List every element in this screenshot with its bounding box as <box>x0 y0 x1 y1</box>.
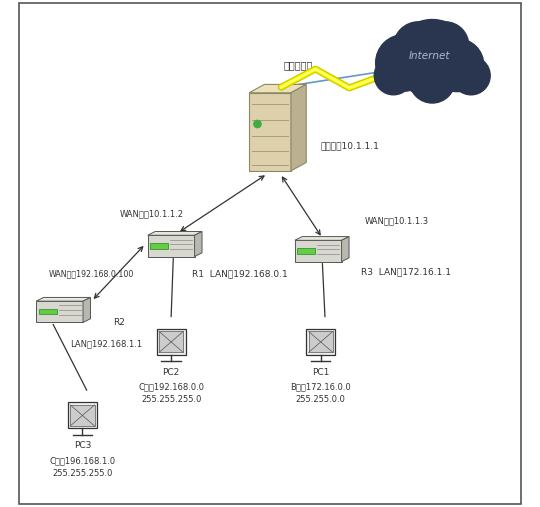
Text: WAN口：10.1.1.3: WAN口：10.1.1.3 <box>365 216 429 226</box>
Text: WAN口：192.168.0.100: WAN口：192.168.0.100 <box>49 269 134 278</box>
Polygon shape <box>148 232 202 235</box>
Polygon shape <box>194 232 202 257</box>
Text: C类：196.168.1.0: C类：196.168.1.0 <box>49 456 116 465</box>
Polygon shape <box>70 405 94 426</box>
Polygon shape <box>295 237 349 240</box>
Polygon shape <box>150 243 168 248</box>
Text: PC3: PC3 <box>74 441 91 450</box>
Text: 255.255.0.0: 255.255.0.0 <box>296 395 346 405</box>
Polygon shape <box>291 85 306 171</box>
Polygon shape <box>308 332 333 352</box>
Polygon shape <box>295 240 342 262</box>
Polygon shape <box>83 298 91 322</box>
Circle shape <box>374 56 413 95</box>
Text: Internet: Internet <box>409 51 451 61</box>
Polygon shape <box>68 403 97 428</box>
Polygon shape <box>306 329 335 355</box>
Text: 连接至外网: 连接至外网 <box>283 60 313 70</box>
Polygon shape <box>249 93 291 171</box>
Text: 255.255.255.0: 255.255.255.0 <box>52 469 113 478</box>
Text: R3  LAN：172.16.1.1: R3 LAN：172.16.1.1 <box>361 268 451 277</box>
Polygon shape <box>36 298 91 301</box>
Circle shape <box>376 34 432 91</box>
Circle shape <box>409 57 455 103</box>
Polygon shape <box>36 301 83 322</box>
Polygon shape <box>148 235 194 257</box>
Polygon shape <box>249 85 306 93</box>
Text: B类：172.16.0.0: B类：172.16.0.0 <box>291 383 351 392</box>
Polygon shape <box>39 309 57 314</box>
Circle shape <box>254 120 261 128</box>
Polygon shape <box>157 329 186 355</box>
Circle shape <box>394 19 471 97</box>
Circle shape <box>452 56 490 95</box>
Polygon shape <box>298 248 315 254</box>
Text: R2: R2 <box>113 318 125 327</box>
Circle shape <box>431 39 484 92</box>
Polygon shape <box>342 237 349 262</box>
Text: PC1: PC1 <box>312 368 329 377</box>
Text: LAN：192.168.1.1: LAN：192.168.1.1 <box>70 339 143 348</box>
Circle shape <box>394 22 444 72</box>
Text: WAN口：10.1.1.2: WAN口：10.1.1.2 <box>120 209 184 219</box>
Text: C类：192.168.0.0: C类：192.168.0.0 <box>138 383 204 392</box>
Circle shape <box>421 22 469 69</box>
Text: PC2: PC2 <box>163 368 180 377</box>
Text: R1  LAN：192.168.0.1: R1 LAN：192.168.0.1 <box>192 269 288 278</box>
Text: 255.255.255.0: 255.255.255.0 <box>141 395 201 405</box>
Text: 内网网关10.1.1.1: 内网网关10.1.1.1 <box>320 141 379 150</box>
Polygon shape <box>159 332 183 352</box>
